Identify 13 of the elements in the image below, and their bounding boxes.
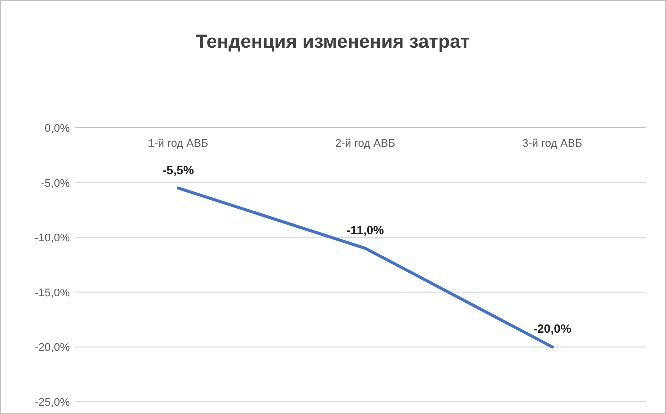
y-tick-label: -10,0% (35, 232, 70, 245)
x-tick-label: 2-й год АВБ (336, 138, 396, 150)
data-label: -5,5% (162, 163, 194, 178)
data-label: -20,0% (533, 322, 572, 336)
y-tick-label: -5,0% (41, 178, 70, 190)
x-tick-label: 1-й год АВБ (148, 138, 208, 150)
y-tick-label: -15,0% (35, 287, 70, 300)
y-tick-label: 0,0% (44, 123, 70, 135)
y-tick-label: -20,0% (35, 342, 70, 354)
data-label: -11,0% (346, 224, 385, 238)
chart-title: Тенденция изменения затрат (196, 32, 470, 53)
x-tick-label: 3-й год АВБ (522, 138, 582, 150)
y-tick-label: -25,0% (35, 397, 70, 409)
